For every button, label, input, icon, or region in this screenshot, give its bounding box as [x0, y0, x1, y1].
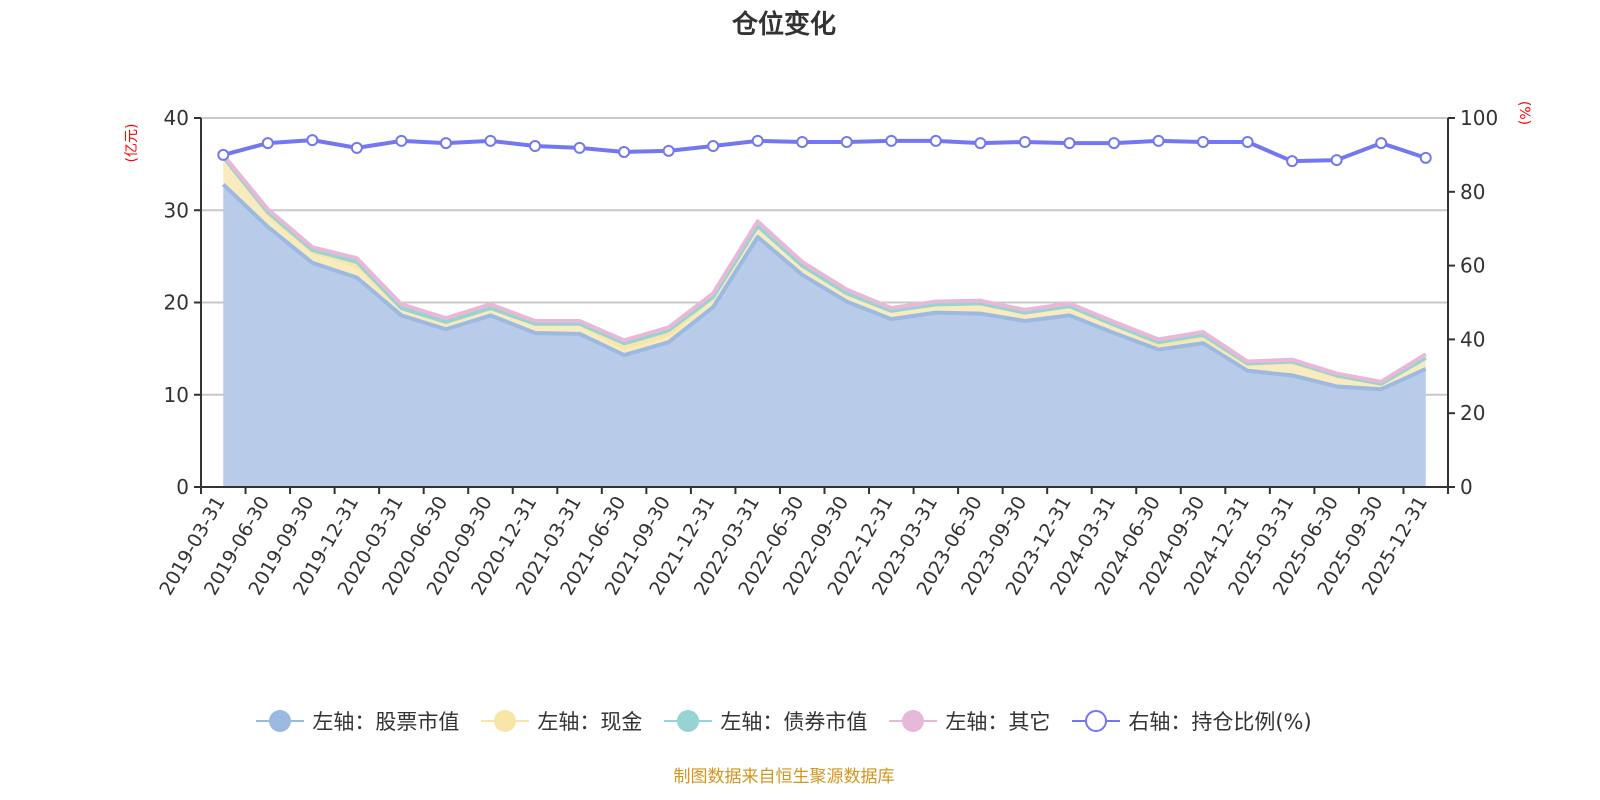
- left-tick-label: 0: [176, 475, 189, 499]
- legend-item[interactable]: 左轴：现金: [481, 706, 642, 736]
- ratio-point[interactable]: [261, 137, 274, 150]
- ratio-point[interactable]: [796, 135, 809, 148]
- ratio-point[interactable]: [1197, 135, 1210, 148]
- ratio-point[interactable]: [885, 134, 898, 147]
- ratio-point[interactable]: [1018, 135, 1031, 148]
- left-tick-label: 10: [164, 383, 189, 407]
- ratio-point[interactable]: [662, 144, 675, 157]
- ratio-point[interactable]: [974, 137, 987, 150]
- legend-label: 左轴：股票市值: [312, 710, 460, 734]
- ratio-point[interactable]: [707, 140, 720, 153]
- ratio-point[interactable]: [306, 134, 319, 147]
- filled-circle-icon: [664, 707, 713, 735]
- ratio-point[interactable]: [929, 134, 942, 147]
- position-change-chart: 0102030400204060801002019-03-312019-06-3…: [124, 101, 1532, 599]
- ratio-point[interactable]: [1419, 151, 1432, 164]
- legend-label: 左轴：现金: [537, 710, 643, 734]
- legend-label: 左轴：债券市值: [720, 710, 868, 734]
- ratio-point[interactable]: [618, 145, 631, 158]
- legend-item[interactable]: 左轴：其它: [889, 706, 1050, 736]
- left-tick-label: 30: [164, 198, 189, 222]
- ratio-point[interactable]: [439, 137, 452, 150]
- right-tick-label: 20: [1460, 401, 1485, 425]
- chart-title: 仓位变化: [731, 10, 836, 40]
- ratio-point[interactable]: [1286, 155, 1299, 168]
- filled-circle-icon: [256, 707, 305, 735]
- ratio-point[interactable]: [484, 134, 497, 147]
- ratio-point[interactable]: [1375, 137, 1388, 150]
- area-line: [221, 153, 1427, 384]
- data-source-note: 制图数据来自恒生聚源数据库: [673, 767, 895, 787]
- legend-label: 左轴：其它: [945, 710, 1051, 734]
- right-tick-label: 40: [1460, 327, 1485, 351]
- legend-item[interactable]: 左轴：股票市值: [256, 706, 459, 736]
- area-line: [221, 182, 1427, 392]
- ratio-point[interactable]: [840, 135, 853, 148]
- ratio-point[interactable]: [1152, 134, 1165, 147]
- holding-ratio-line: [222, 138, 1427, 164]
- ratio-point[interactable]: [395, 134, 408, 147]
- filled-circle-icon: [889, 707, 938, 735]
- ratio-point[interactable]: [1063, 137, 1076, 150]
- ratio-point[interactable]: [217, 148, 230, 161]
- ratio-point[interactable]: [1330, 154, 1343, 167]
- right-tick-label: 100: [1460, 106, 1498, 130]
- chart-legend: 左轴：股票市值 左轴：现金 左轴：债券市值 左轴：其它 右轴：持仓比例(%): [0, 706, 1568, 736]
- filled-circle-icon: [481, 707, 530, 735]
- ratio-point[interactable]: [350, 141, 363, 154]
- ratio-point[interactable]: [573, 141, 586, 154]
- legend-label: 右轴：持仓比例(%): [1128, 710, 1312, 734]
- right-axis-unit: (%): [1516, 101, 1532, 125]
- left-tick-label: 40: [164, 106, 189, 130]
- right-tick-label: 60: [1460, 254, 1485, 278]
- ratio-point[interactable]: [1107, 137, 1120, 150]
- legend-item[interactable]: 左轴：债券市值: [664, 706, 867, 736]
- legend-item[interactable]: 右轴：持仓比例(%): [1072, 706, 1312, 736]
- right-tick-label: 0: [1460, 475, 1473, 499]
- right-tick-label: 80: [1460, 180, 1485, 204]
- left-axis-unit: (亿元): [124, 124, 140, 163]
- ratio-point[interactable]: [1241, 135, 1254, 148]
- hollow-circle-icon: [1072, 707, 1121, 735]
- area-左轴：股票市值: [223, 184, 1426, 488]
- ratio-point[interactable]: [529, 140, 542, 153]
- ratio-point[interactable]: [751, 134, 764, 147]
- left-tick-label: 20: [164, 291, 189, 315]
